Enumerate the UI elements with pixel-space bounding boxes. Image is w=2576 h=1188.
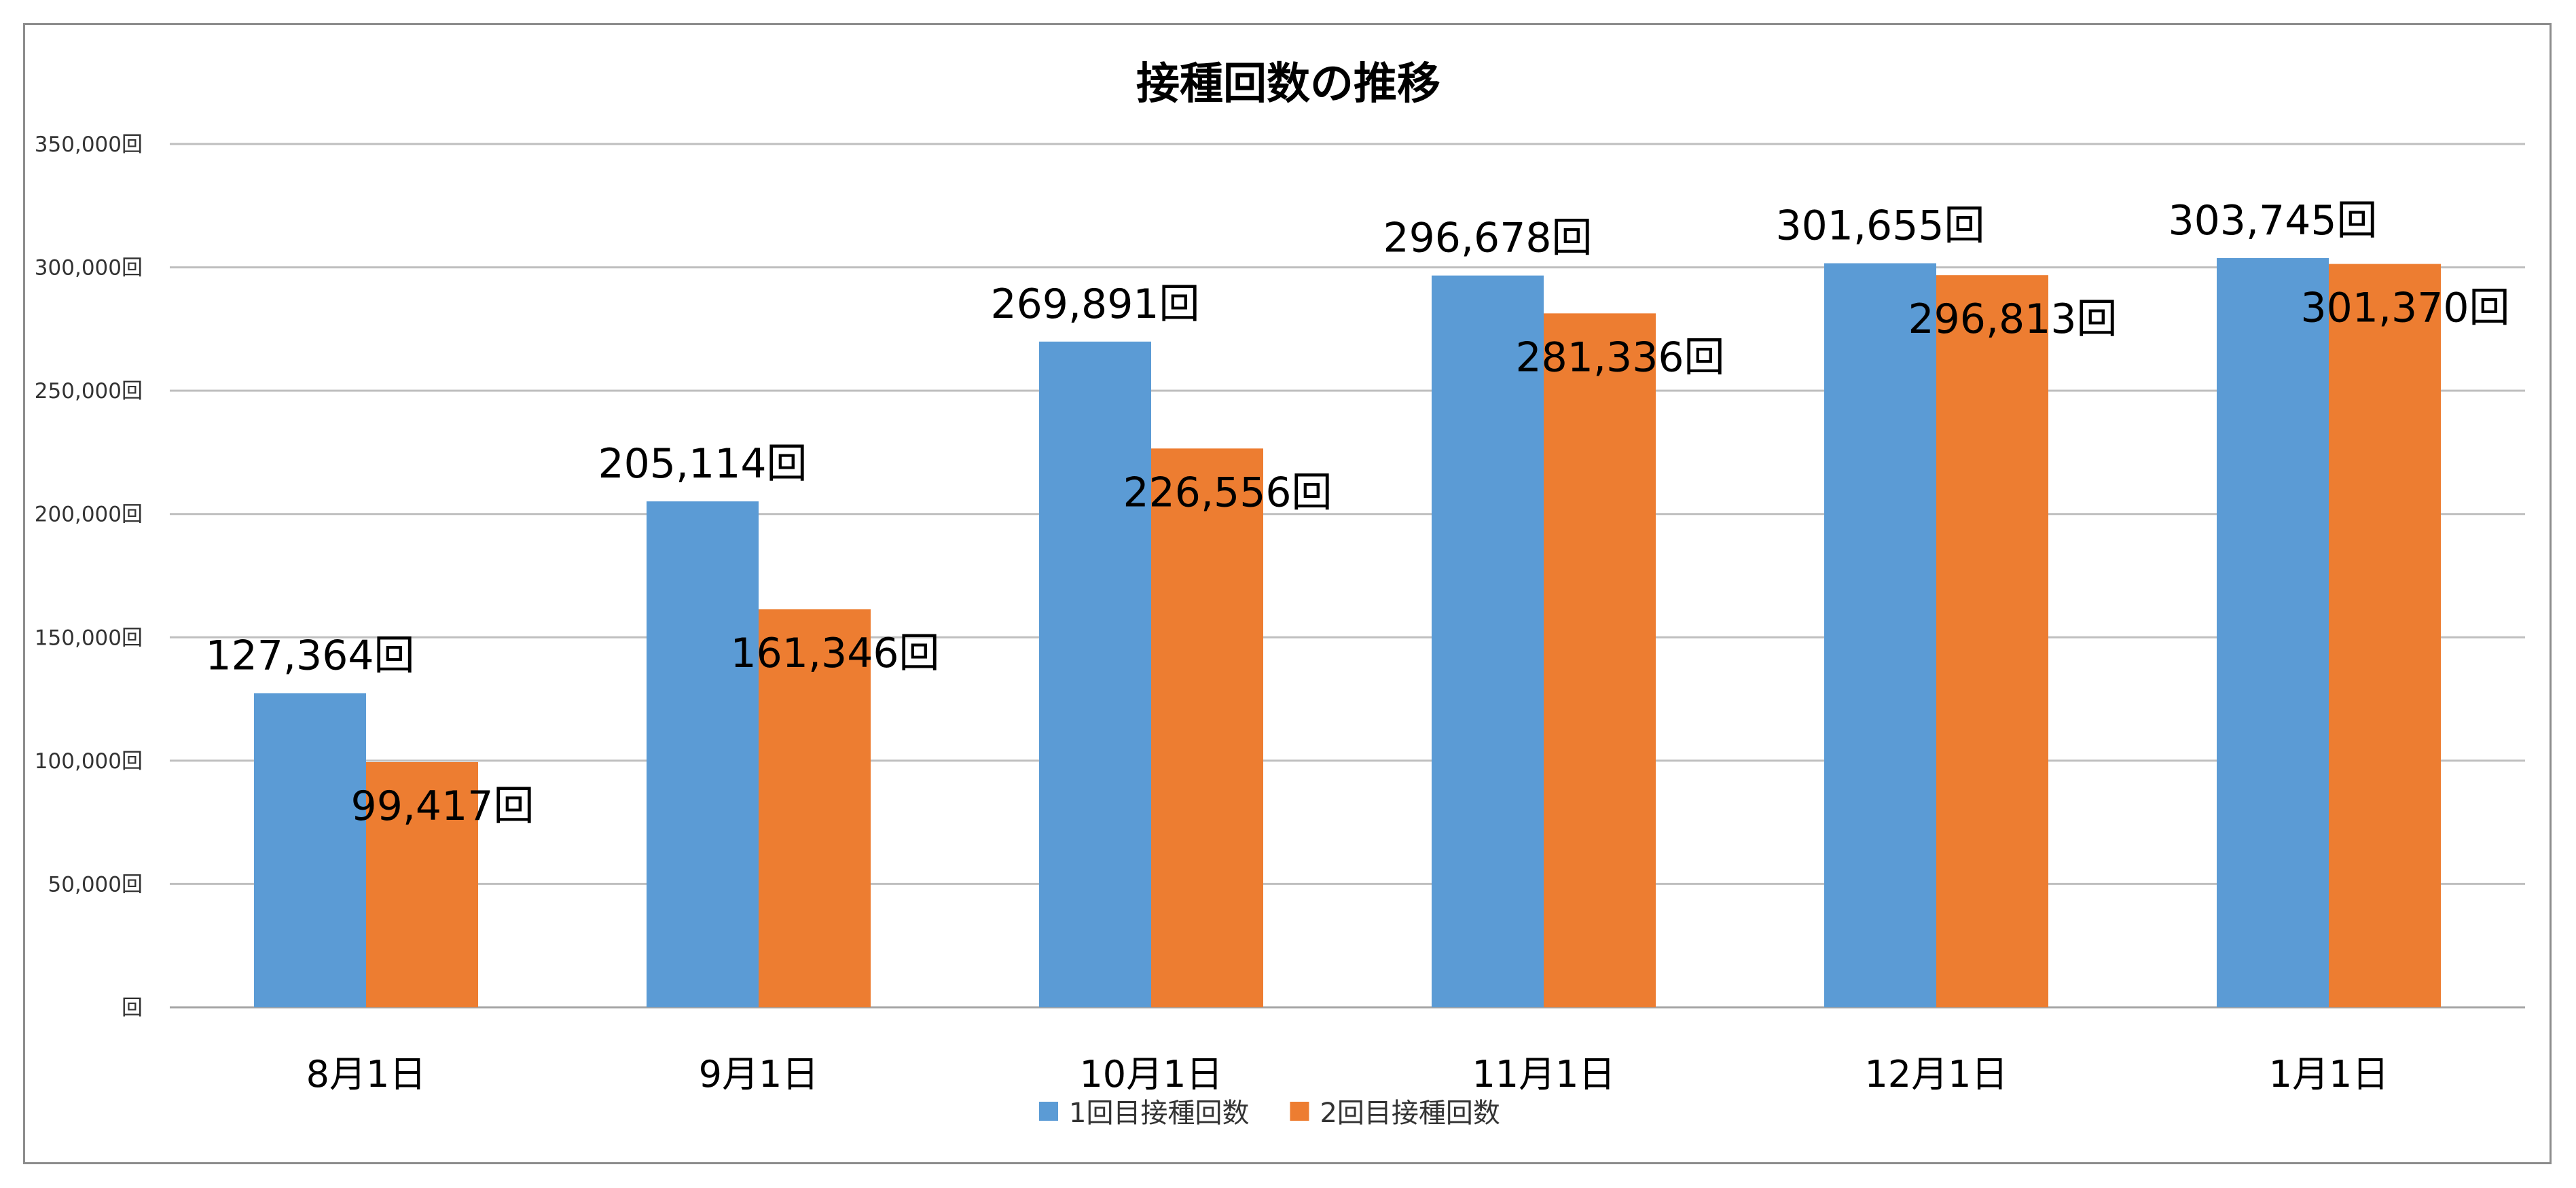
data-label: 296,678回 <box>1383 215 1592 262</box>
x-tick-label: 10月1日 <box>1079 1053 1222 1096</box>
x-tick-label: 11月1日 <box>1472 1053 1615 1096</box>
data-label: 296,813回 <box>1908 295 2117 343</box>
legend: 1回目接種回数 2回目接種回数 <box>1039 1098 1500 1129</box>
x-axis-ticks: 8月1日 9月1日 10月1日 11月1日 12月1日 1月1日 <box>306 1053 2389 1096</box>
bar <box>366 761 478 1007</box>
bar <box>2217 257 2329 1008</box>
legend-label: 1回目接種回数 <box>1069 1098 1249 1129</box>
data-labels: 127,364回 99,417回 205,114回 161,346回 269,891回 2… <box>205 197 2509 830</box>
y-tick-label: 回 <box>122 996 143 1020</box>
data-label: 303,745回 <box>2168 197 2377 245</box>
bars <box>254 257 2441 1008</box>
y-axis-ticks: 回 50,000回 100,000回 150,000回 200,000回 250,000回… <box>35 132 143 1020</box>
y-tick-label: 250,000回 <box>35 379 143 403</box>
data-label: 161,346回 <box>730 630 939 677</box>
y-tick-label: 350,000回 <box>35 132 143 157</box>
data-label: 301,655回 <box>1775 202 1984 250</box>
bar <box>1936 275 2048 1008</box>
y-tick-label: 50,000回 <box>48 872 143 897</box>
data-label: 226,556回 <box>1123 469 1332 516</box>
x-tick-label: 8月1日 <box>306 1053 427 1096</box>
legend-swatch <box>1290 1102 1309 1121</box>
data-label: 269,891回 <box>990 281 1199 328</box>
bar <box>2329 264 2441 1007</box>
legend-swatch <box>1039 1102 1058 1121</box>
bar <box>1824 263 1936 1007</box>
y-tick-label: 300,000回 <box>35 256 143 281</box>
chart-title: 接種回数の推移 <box>1136 59 1440 109</box>
x-tick-label: 9月1日 <box>699 1053 819 1096</box>
bar <box>759 609 871 1007</box>
data-label: 281,336回 <box>1515 334 1724 381</box>
x-tick-label: 1月1日 <box>2269 1053 2389 1096</box>
data-label: 301,370回 <box>2300 285 2509 332</box>
data-label: 99,417回 <box>351 782 534 830</box>
bar <box>1544 313 1656 1008</box>
data-label: 205,114回 <box>598 440 807 488</box>
y-tick-label: 100,000回 <box>35 749 143 774</box>
y-tick-label: 200,000回 <box>35 503 143 527</box>
bar <box>254 693 366 1007</box>
bar <box>1432 275 1544 1008</box>
data-label: 127,364回 <box>205 632 414 679</box>
y-tick-label: 150,000回 <box>35 626 143 650</box>
gridlines <box>170 143 2525 1009</box>
bar <box>1039 341 1151 1007</box>
bar <box>647 501 759 1007</box>
x-tick-label: 12月1日 <box>1864 1053 2008 1096</box>
bar <box>1151 448 1263 1007</box>
legend-label: 2回目接種回数 <box>1320 1098 1500 1129</box>
